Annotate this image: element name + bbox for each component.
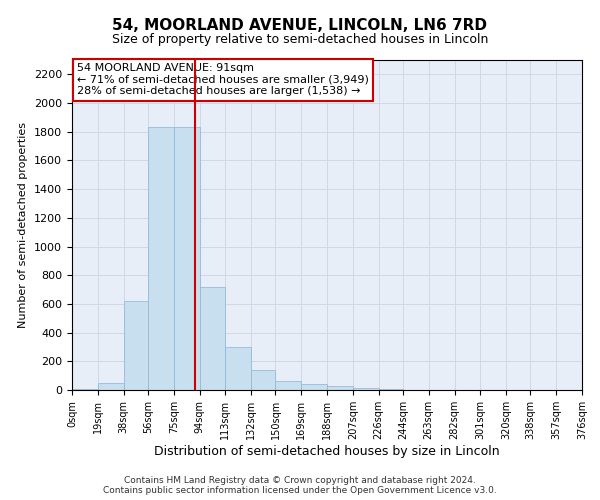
Text: 54 MOORLAND AVENUE: 91sqm
← 71% of semi-detached houses are smaller (3,949)
28% : 54 MOORLAND AVENUE: 91sqm ← 71% of semi-… bbox=[77, 64, 369, 96]
Bar bbox=[353, 388, 379, 390]
Bar bbox=[301, 384, 327, 390]
Bar bbox=[225, 347, 251, 390]
Bar bbox=[98, 383, 124, 390]
Bar bbox=[124, 301, 148, 390]
Text: Contains HM Land Registry data © Crown copyright and database right 2024.
Contai: Contains HM Land Registry data © Crown c… bbox=[103, 476, 497, 495]
Bar bbox=[251, 370, 275, 390]
Bar bbox=[327, 386, 353, 390]
Y-axis label: Number of semi-detached properties: Number of semi-detached properties bbox=[19, 122, 28, 328]
Bar bbox=[174, 128, 199, 390]
X-axis label: Distribution of semi-detached houses by size in Lincoln: Distribution of semi-detached houses by … bbox=[154, 444, 500, 458]
Bar bbox=[72, 388, 98, 390]
Text: Size of property relative to semi-detached houses in Lincoln: Size of property relative to semi-detach… bbox=[112, 32, 488, 46]
Text: 54, MOORLAND AVENUE, LINCOLN, LN6 7RD: 54, MOORLAND AVENUE, LINCOLN, LN6 7RD bbox=[113, 18, 487, 32]
Bar bbox=[148, 128, 174, 390]
Bar bbox=[199, 286, 225, 390]
Bar bbox=[275, 382, 301, 390]
